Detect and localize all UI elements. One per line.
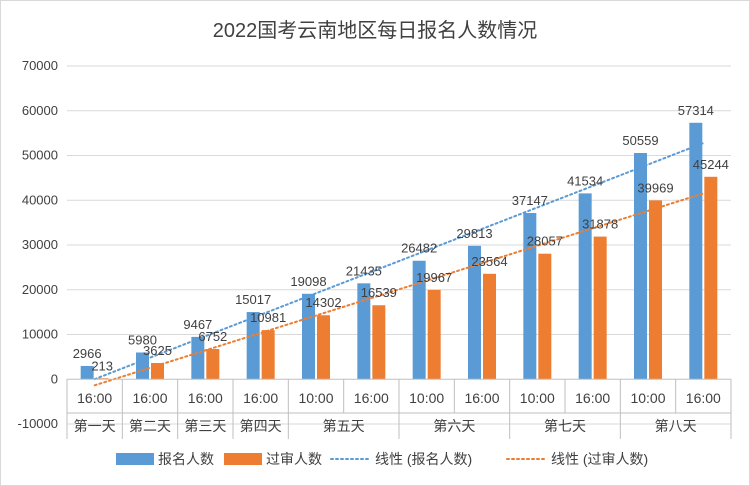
bar-approved [704, 176, 718, 380]
data-label-approved: 23564 [471, 254, 507, 269]
group-label: 第二天 [129, 418, 171, 434]
y-tick-label: 30000 [22, 237, 58, 252]
data-label-registered: 15017 [235, 292, 271, 307]
y-tick-label: 50000 [22, 148, 58, 163]
y-tick-label: 70000 [22, 58, 58, 73]
bar-approved [372, 305, 386, 380]
category-label: 10:00 [298, 390, 333, 406]
bar-registered [246, 312, 260, 380]
bar-approved [593, 236, 607, 380]
bar-registered [523, 213, 537, 380]
trendlines [93, 142, 705, 387]
data-label-registered: 5980 [128, 332, 157, 347]
category-label: 16:00 [354, 390, 389, 406]
y-tick-label: 20000 [22, 282, 58, 297]
group-label: 第八天 [655, 418, 697, 434]
bar-approved [538, 253, 552, 380]
legend-trend-registered-label: 线性 (报名人数) [375, 451, 472, 467]
group-label: 第四天 [240, 418, 282, 434]
gridlines [67, 65, 731, 425]
category-label: 16:00 [243, 390, 278, 406]
category-label: 16:00 [686, 390, 721, 406]
y-tick-label: -10000 [18, 416, 58, 431]
data-label-registered: 19098 [290, 274, 326, 289]
bar-approved [427, 289, 441, 380]
group-label: 第一天 [74, 418, 116, 434]
group-label: 第五天 [323, 418, 365, 434]
data-label-registered: 41534 [567, 173, 603, 188]
data-label-approved: 3625 [143, 343, 172, 358]
y-tick-label: 0 [51, 371, 58, 386]
bar-registered [191, 336, 205, 380]
bar-approved [206, 349, 220, 380]
category-label: 16:00 [464, 390, 499, 406]
data-label-registered: 50559 [622, 133, 658, 148]
data-label-registered: 2966 [73, 346, 102, 361]
category-label: 16:00 [575, 390, 610, 406]
data-labels: 2966 5980 9467 15017 19098 21435 26482 29813 371… [73, 103, 729, 374]
legend-registered-swatch [116, 453, 154, 465]
category-label: 16:00 [132, 390, 167, 406]
data-label-approved: 28057 [527, 234, 563, 249]
data-label-approved: 39969 [637, 180, 673, 195]
y-tick-label: 10000 [22, 327, 58, 342]
bar-registered [302, 293, 315, 380]
legend-registered-label: 报名人数 [158, 451, 214, 467]
data-label-approved: 19967 [416, 270, 452, 285]
group-label: 第六天 [433, 418, 475, 434]
data-label-approved: 31878 [582, 217, 618, 232]
data-label-approved: 45244 [693, 157, 729, 172]
data-label-registered: 57314 [678, 103, 714, 118]
y-tick-label: 60000 [22, 103, 58, 118]
legend-approved-swatch [224, 453, 262, 465]
category-label: 10:00 [520, 390, 555, 406]
bars [80, 122, 718, 380]
x-axis: 16:00 16:00 16:00 16:00 10:00 16:00 10:00 16:00… [66, 378, 732, 439]
group-label: 第七天 [544, 418, 586, 434]
chart-title: 2022国考云南地区每日报名人数情况 [213, 19, 538, 42]
bar-registered [578, 193, 592, 380]
category-label: 16:00 [188, 390, 223, 406]
bar-registered [80, 365, 94, 380]
data-label-registered: 29813 [456, 226, 492, 241]
data-label-registered: 26482 [401, 241, 437, 256]
bar-approved [261, 330, 275, 380]
category-label: 10:00 [630, 390, 665, 406]
category-label: 16:00 [77, 390, 112, 406]
data-label-approved: 10981 [250, 310, 286, 325]
data-label-registered: 21435 [346, 263, 382, 278]
bar-approved [317, 315, 330, 380]
group-label: 第三天 [184, 418, 226, 434]
data-label-registered: 9467 [183, 317, 212, 332]
y-axis: 70000 60000 50000 40000 30000 20000 10000 0 -100… [18, 58, 58, 431]
data-label-approved: 16539 [361, 285, 397, 300]
data-label-approved: 14302 [305, 295, 341, 310]
legend-trend-approved-label: 线性 (过审人数) [551, 451, 648, 467]
bar-registered [634, 152, 647, 380]
legend-approved-label: 过审人数 [266, 451, 322, 467]
bar-registered [412, 260, 426, 380]
category-label: 10:00 [409, 390, 444, 406]
legend: 报名人数 过审人数 线性 (报名人数) 线性 (过审人数) [116, 451, 648, 467]
trendline-registered [93, 142, 705, 381]
data-label-approved: 213 [91, 358, 113, 373]
bar-registered [357, 283, 371, 380]
bar-registered [689, 122, 703, 380]
bar-approved [483, 273, 496, 380]
bar-approved [649, 200, 662, 380]
trendline-approved [93, 192, 705, 387]
y-tick-label: 40000 [22, 192, 58, 207]
data-label-registered: 37147 [512, 193, 548, 208]
data-label-approved: 6752 [198, 329, 227, 344]
bar-registered [468, 245, 481, 380]
